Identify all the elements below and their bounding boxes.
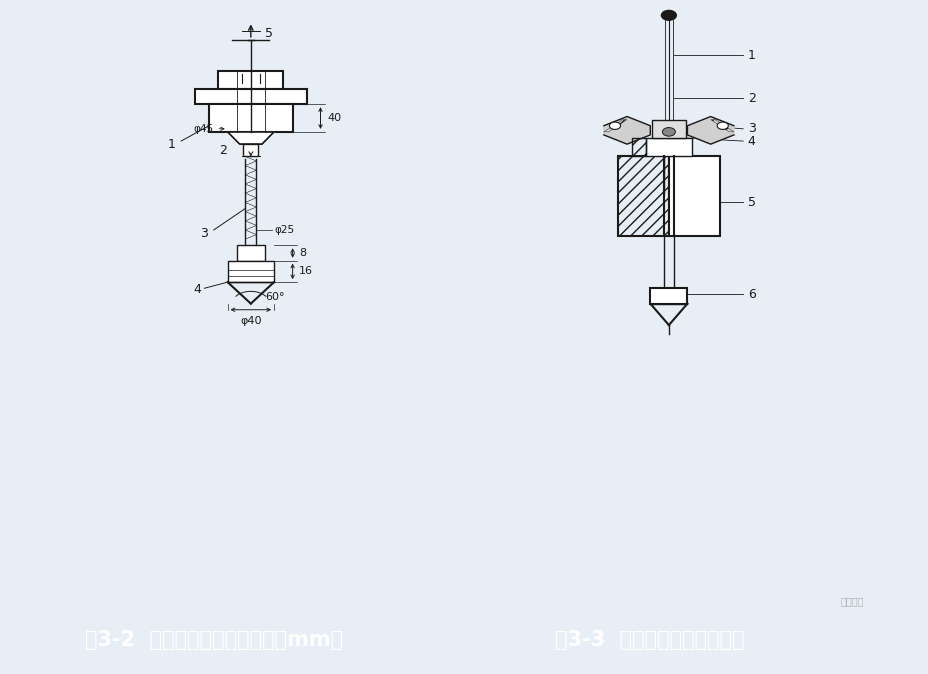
Text: 4: 4 [193,283,200,296]
Polygon shape [603,117,650,144]
Text: 5: 5 [264,27,273,40]
Text: 2: 2 [747,92,754,104]
FancyBboxPatch shape [195,89,306,104]
FancyBboxPatch shape [668,156,719,236]
FancyBboxPatch shape [243,144,258,156]
Text: 筑龙岩土: 筑龙岩土 [840,596,863,606]
Text: 8: 8 [299,248,306,257]
Circle shape [662,127,675,136]
Text: 图3-3  偏心轮缩径式脱钩装置: 图3-3 偏心轮缩径式脱钩装置 [555,630,744,650]
Circle shape [661,10,676,20]
Text: 4: 4 [747,135,754,148]
FancyBboxPatch shape [645,138,691,156]
Circle shape [609,122,620,129]
Polygon shape [687,117,733,144]
Text: 2: 2 [219,144,226,157]
Text: 6: 6 [747,288,754,301]
FancyBboxPatch shape [237,245,264,261]
Polygon shape [227,132,274,144]
Text: 5: 5 [747,196,755,209]
FancyBboxPatch shape [227,261,274,282]
FancyBboxPatch shape [218,71,283,89]
Text: 1: 1 [747,49,754,62]
Text: 3: 3 [200,226,208,239]
Text: φ40: φ40 [239,316,262,326]
Text: φ45: φ45 [193,124,213,134]
FancyBboxPatch shape [650,288,687,303]
Text: 60°: 60° [264,293,284,303]
FancyBboxPatch shape [209,104,292,132]
Text: 图3-2  轻型动力触探仪（单位：mm）: 图3-2 轻型动力触探仪（单位：mm） [84,630,342,650]
FancyBboxPatch shape [651,119,685,138]
Text: φ25: φ25 [274,225,294,235]
Text: 3: 3 [747,122,754,135]
Text: 16: 16 [299,266,313,276]
Text: 1: 1 [168,137,175,150]
Text: 40: 40 [328,113,342,123]
Circle shape [716,122,728,129]
